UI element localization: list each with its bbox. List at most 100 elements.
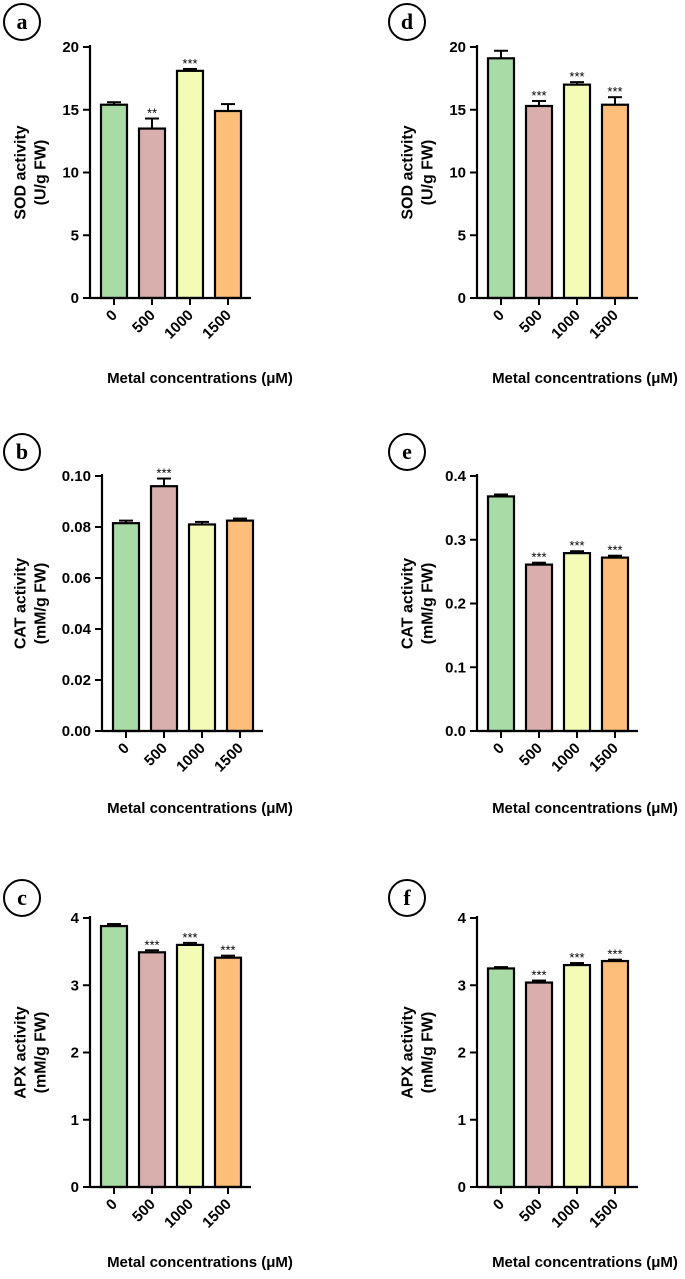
bar-500	[524, 104, 554, 300]
y-tick-label: 0.0	[445, 723, 466, 740]
panel-badge-circle	[388, 433, 426, 471]
y-axis-label: CAT activity (mM/g FW)	[13, 558, 50, 649]
panel-badge: b	[3, 433, 41, 471]
bar-1500	[600, 959, 630, 1189]
y-axis-label-line2: (mM/g FW)	[33, 1012, 50, 1094]
y-tick-label: 1	[458, 1112, 466, 1129]
x-tick-label: 1500	[199, 307, 235, 343]
y-tick-label: 0.06	[62, 570, 91, 587]
significance-label: ***	[531, 968, 546, 983]
x-tick-label: 0	[103, 307, 121, 325]
panel-letter: a	[17, 9, 28, 34]
y-tick-label: 0.4	[445, 468, 467, 485]
chart-panel-f: f *** *** *** 0 1 2 3 4 0 500 1000 1500 APX activity(…	[388, 879, 678, 1271]
x-axis-label: Metal concentrations (μM)	[492, 370, 678, 387]
y-axis-label: SOD activity (U/g FW)	[13, 125, 50, 219]
y-axis-label-line1: APX activity	[400, 1006, 417, 1099]
bar-1500	[600, 103, 630, 300]
x-tick-label: 0	[115, 740, 133, 758]
y-axis-label-line1: CAT activity	[13, 558, 30, 649]
panel-badge-circle	[3, 879, 41, 917]
panel-badge: d	[388, 3, 426, 41]
y-tick-label: 15	[62, 102, 79, 119]
bar-1000	[175, 69, 205, 300]
bar-0	[111, 522, 141, 733]
y-axis-label: APX activity (mM/g FW)	[13, 1006, 50, 1099]
x-tick-label: 500	[516, 307, 546, 337]
y-axis-label-line1: CAT activity	[400, 558, 417, 649]
y-tick-label: 3	[71, 977, 79, 994]
y-axis-label-line2: (U/g FW)	[33, 140, 50, 206]
x-tick-label: 1000	[548, 1196, 584, 1232]
y-axis-label-line2: (mM/g FW)	[33, 563, 50, 645]
x-tick-label: 1500	[586, 740, 622, 776]
chart-panel-e: e *** *** *** 0.0 0.1 0.2 0.3 0.4 0 500 1000 1500 CAT…	[388, 433, 678, 817]
significance-label: ***	[607, 947, 622, 962]
x-tick-label: 1500	[586, 307, 622, 343]
y-tick-label: 0.10	[62, 468, 91, 485]
significance-label: ***	[182, 56, 197, 71]
x-tick-label: 500	[516, 740, 546, 770]
x-tick-label: 1500	[199, 1196, 235, 1232]
y-tick-label: 0.08	[62, 519, 91, 536]
y-axis-label-line2: (mM/g FW)	[420, 1012, 437, 1094]
x-tick-label: 1000	[161, 1196, 197, 1232]
panel-badge: f	[388, 879, 426, 917]
panel-letter: e	[402, 439, 412, 464]
panel-letter: c	[17, 885, 27, 910]
bar-500	[137, 127, 167, 300]
y-tick-label: 0.3	[445, 532, 466, 549]
bar-1000	[562, 552, 592, 733]
bar-1000	[562, 83, 592, 300]
significance-label: ***	[607, 543, 622, 558]
y-tick-label: 2	[458, 1045, 466, 1062]
panel-badge: e	[388, 433, 426, 471]
x-tick-label: 0	[103, 1196, 121, 1214]
y-tick-label: 0	[458, 290, 466, 307]
significance-label: ***	[220, 943, 235, 958]
x-tick-label: 500	[129, 1196, 159, 1226]
x-tick-label: 1500	[211, 740, 247, 776]
chart-panel-c: c *** *** *** 0 1 2 3 4 0 500 1000 1500 APX activity(…	[3, 879, 293, 1271]
x-tick-label: 1000	[548, 740, 584, 776]
y-tick-label: 4	[71, 910, 80, 927]
y-axis-label: SOD activity (U/g FW)	[400, 125, 437, 219]
y-axis-label: APX activity (mM/g FW)	[400, 1006, 437, 1099]
significance-label: ***	[531, 550, 546, 565]
bar-1000	[175, 943, 205, 1189]
x-axis-label: Metal concentrations (μM)	[107, 1254, 293, 1271]
bar-0	[99, 924, 129, 1189]
significance-label: ***	[182, 930, 197, 945]
chart-panel-b: b *** 0.00 0.02 0.04 0.06 0.08 0.10 0 500 1000 1500…	[3, 433, 293, 817]
panel-badge-circle	[3, 433, 41, 471]
y-tick-label: 5	[458, 227, 466, 244]
x-tick-label: 500	[516, 1196, 546, 1226]
bar-1500	[213, 956, 243, 1189]
bar-0	[486, 967, 516, 1189]
x-tick-label: 1000	[161, 307, 197, 343]
y-tick-label: 0.2	[445, 596, 466, 613]
bar-500	[524, 563, 554, 733]
bar-1500	[225, 519, 255, 733]
y-tick-label: 4	[458, 910, 467, 927]
y-tick-label: 5	[71, 227, 79, 244]
y-tick-label: 0.02	[62, 672, 91, 689]
y-axis-label-line1: APX activity	[13, 1006, 30, 1099]
y-tick-label: 0	[458, 1179, 466, 1196]
y-tick-label: 0.1	[445, 659, 466, 676]
significance-label: ***	[607, 84, 622, 99]
panel-letter: f	[403, 885, 411, 910]
y-tick-label: 3	[458, 977, 466, 994]
y-tick-label: 2	[71, 1045, 79, 1062]
panel-letter: d	[401, 9, 413, 34]
y-tick-label: 10	[449, 165, 466, 182]
x-tick-label: 0	[490, 740, 508, 758]
y-axis-label: CAT activity (mM/g FW)	[400, 558, 437, 649]
x-tick-label: 1000	[173, 740, 209, 776]
y-axis-label-line2: (mM/g FW)	[420, 563, 437, 645]
bar-1500	[213, 109, 243, 300]
x-tick-label: 0	[490, 1196, 508, 1214]
y-axis-label-line1: SOD activity	[13, 125, 30, 219]
bar-1500	[600, 556, 630, 733]
significance-label: ***	[156, 466, 171, 481]
